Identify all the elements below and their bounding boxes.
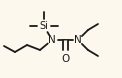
Text: Si: Si	[40, 21, 48, 31]
Text: O: O	[61, 54, 69, 64]
Text: N: N	[48, 35, 56, 45]
Text: N: N	[74, 35, 82, 45]
